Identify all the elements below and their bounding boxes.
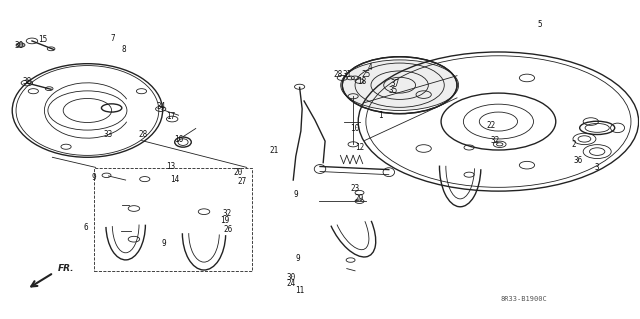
Text: 32: 32 <box>223 209 232 219</box>
Text: 30: 30 <box>15 41 24 49</box>
Text: 24: 24 <box>287 279 296 288</box>
Text: 14: 14 <box>170 174 179 184</box>
Text: 28: 28 <box>138 130 147 139</box>
Text: 9: 9 <box>296 254 300 263</box>
Text: 5: 5 <box>538 20 542 29</box>
Text: 18: 18 <box>356 77 366 85</box>
Text: 16: 16 <box>174 135 183 145</box>
Text: 8: 8 <box>122 45 126 54</box>
Text: 23: 23 <box>351 184 360 193</box>
Text: 9: 9 <box>161 239 166 248</box>
Text: 8R33-B1900C: 8R33-B1900C <box>500 296 547 302</box>
Text: 37: 37 <box>390 79 400 88</box>
Text: 36: 36 <box>573 156 582 165</box>
Text: 21: 21 <box>269 146 279 155</box>
Text: 3: 3 <box>595 163 600 172</box>
Text: 33: 33 <box>104 130 113 139</box>
Text: 34: 34 <box>156 102 165 111</box>
Text: 1: 1 <box>378 111 383 120</box>
Text: 6: 6 <box>83 223 88 232</box>
Text: 10: 10 <box>351 124 360 133</box>
Text: 9: 9 <box>294 190 298 199</box>
Text: 31: 31 <box>342 70 351 79</box>
Text: 30: 30 <box>287 273 296 282</box>
Text: 2: 2 <box>572 140 576 149</box>
Text: 29: 29 <box>355 194 364 203</box>
Bar <box>94 168 252 271</box>
Text: 25: 25 <box>361 70 371 79</box>
Text: 38: 38 <box>22 77 31 85</box>
Text: 27: 27 <box>237 176 247 186</box>
Text: 13: 13 <box>166 162 175 171</box>
Ellipse shape <box>340 60 459 110</box>
Text: FR.: FR. <box>58 264 74 273</box>
Circle shape <box>16 43 25 47</box>
Text: 15: 15 <box>38 35 47 44</box>
Text: 19: 19 <box>220 216 229 225</box>
Text: 9: 9 <box>92 173 96 182</box>
Text: 7: 7 <box>111 34 115 43</box>
Text: 35: 35 <box>388 86 398 95</box>
Text: 4: 4 <box>367 63 372 72</box>
Text: 28: 28 <box>333 70 342 79</box>
Text: 26: 26 <box>223 225 232 234</box>
Text: 12: 12 <box>355 143 364 152</box>
Text: 11: 11 <box>295 286 304 295</box>
Text: 22: 22 <box>486 121 495 130</box>
Text: 32: 32 <box>491 136 500 145</box>
Text: 20: 20 <box>234 168 243 177</box>
Text: 17: 17 <box>166 112 175 121</box>
